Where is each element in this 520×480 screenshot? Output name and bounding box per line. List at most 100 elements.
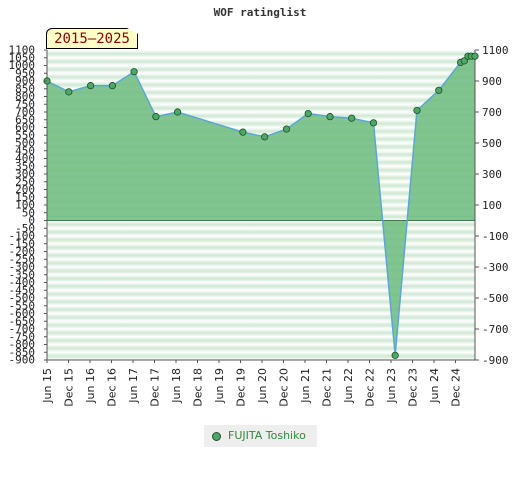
y-tick-label-left: 50 <box>22 206 35 219</box>
grid-band <box>47 57 475 66</box>
x-tick-label: Jun 19 <box>213 368 226 404</box>
data-point <box>471 52 479 60</box>
y-tick-label-left: 1100 <box>9 44 36 57</box>
y-tick-label-left: 300 <box>15 168 35 181</box>
grid-band <box>47 290 475 298</box>
y-tick-label-left: 750 <box>15 98 35 111</box>
y-tick-label-left: -450 <box>9 284 36 297</box>
data-point <box>348 114 356 122</box>
grid-band <box>47 65 475 74</box>
y-tick-label-left: -600 <box>9 307 36 320</box>
x-tick-label: Dec 24 <box>450 368 463 407</box>
grid-band <box>47 112 475 120</box>
y-tick-label-left: -700 <box>9 323 36 336</box>
y-tick-label-left: -500 <box>9 292 36 305</box>
x-tick-label: Dec 19 <box>235 368 248 407</box>
grid-band <box>47 236 475 244</box>
y-tick-label-left: -550 <box>9 299 36 312</box>
x-tick-label: Dec 18 <box>192 368 205 407</box>
y-tick-label-left: -150 <box>9 237 36 250</box>
grid-band <box>47 282 475 291</box>
data-point <box>108 82 117 90</box>
data-point <box>304 109 312 118</box>
y-tick-label-right: -300 <box>482 261 509 274</box>
grid-band <box>47 344 475 353</box>
y-tick-label-left: 1050 <box>9 51 36 64</box>
y-tick-label-left: 200 <box>15 183 35 196</box>
y-tick-label-left: 450 <box>15 144 35 157</box>
x-tick-label: Dec 23 <box>407 368 420 407</box>
grid-band <box>47 352 475 360</box>
y-tick-label-left: 500 <box>15 137 35 150</box>
y-tick-label-left: -350 <box>9 268 36 281</box>
y-tick-label-left: -250 <box>9 253 36 266</box>
y-tick-label-left: 1000 <box>9 59 36 72</box>
y-tick-label-left: 700 <box>15 106 35 119</box>
y-tick-label-left: 850 <box>15 82 35 95</box>
data-point <box>282 125 291 133</box>
grid-band <box>47 104 475 112</box>
period-badge: 2015–2025 <box>46 28 138 49</box>
y-tick-label-left: 150 <box>15 191 35 204</box>
y-tick-label-left: 0 <box>28 214 35 227</box>
grid-band <box>47 259 475 267</box>
x-tick-label: Dec 22 <box>364 368 377 407</box>
data-point <box>65 88 73 96</box>
data-point <box>391 351 399 359</box>
y-tick-label-left: 350 <box>15 160 35 173</box>
x-tick-label: Jun 16 <box>84 368 97 404</box>
x-tick-label: Jun 23 <box>385 368 398 404</box>
x-tick-label: Dec 21 <box>321 368 334 407</box>
grid-band <box>47 251 475 260</box>
data-point <box>326 113 334 121</box>
y-tick-label-left: -50 <box>15 222 35 235</box>
data-point <box>152 113 160 121</box>
y-tick-label-left: -900 <box>9 354 36 367</box>
grid-band <box>47 321 475 329</box>
grid-band <box>47 81 475 89</box>
grid-band <box>47 305 475 314</box>
data-point <box>413 106 421 115</box>
grid-band <box>47 298 475 306</box>
y-tick-label-right: 900 <box>482 75 502 88</box>
data-point <box>239 128 247 136</box>
series-area <box>47 56 475 356</box>
y-tick-label-left: 650 <box>15 113 35 126</box>
grid-band <box>47 243 475 252</box>
data-point <box>173 108 182 116</box>
grid-band <box>47 96 475 105</box>
y-tick-label-left: -100 <box>9 230 36 243</box>
x-tick-label: Dec 15 <box>63 368 76 407</box>
y-tick-label-left: 950 <box>15 67 35 80</box>
y-tick-label-left: -400 <box>9 276 36 289</box>
y-tick-label-right: 300 <box>482 168 502 181</box>
grid-band <box>47 313 475 322</box>
x-tick-label: Dec 17 <box>149 368 162 407</box>
data-point <box>261 133 269 141</box>
y-tick-label-left: 250 <box>15 175 35 188</box>
y-tick-label-left: -850 <box>9 346 36 359</box>
legend-label: FUJITA Toshiko <box>228 429 306 442</box>
y-tick-label-left: -200 <box>9 245 36 258</box>
y-tick-label-left: 400 <box>15 152 35 165</box>
data-point <box>130 68 138 76</box>
y-tick-label-left: -750 <box>9 330 36 343</box>
x-tick-label: Jun 24 <box>428 368 441 404</box>
grid-band <box>47 329 475 337</box>
x-tick-label: Jun 21 <box>299 368 312 404</box>
x-tick-label: Jun 22 <box>342 368 355 404</box>
y-tick-label-right: 700 <box>482 106 502 119</box>
grid-band <box>47 119 475 128</box>
grid-band <box>47 267 475 275</box>
grid-band <box>47 336 475 345</box>
x-tick-label: Dec 16 <box>106 368 119 407</box>
x-tick-label: Dec 20 <box>278 368 291 407</box>
x-tick-label: Jun 18 <box>170 368 183 404</box>
y-tick-label-right: -100 <box>482 230 509 243</box>
y-tick-label-left: -650 <box>9 315 36 328</box>
legend-marker <box>212 432 221 441</box>
data-point <box>369 119 378 127</box>
y-tick-label-right: 1100 <box>482 44 509 57</box>
legend: FUJITA Toshiko <box>204 425 317 447</box>
